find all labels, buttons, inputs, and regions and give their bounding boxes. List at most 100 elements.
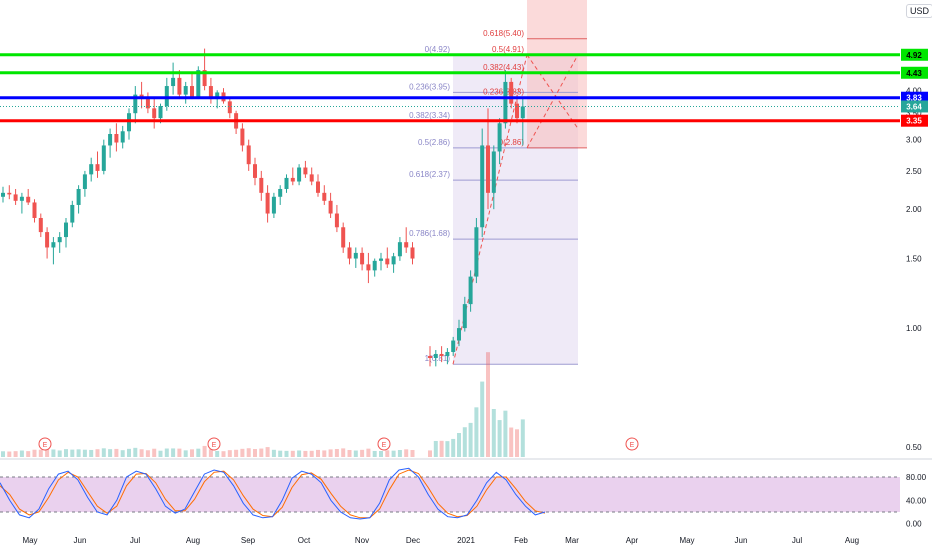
candle-body [38,217,43,233]
candle-body [227,101,232,114]
candle-body [322,192,327,201]
volume-bar [322,450,327,457]
candle-body [133,94,138,114]
volume-bar [334,449,339,457]
volume-bar [45,448,50,457]
currency-label[interactable]: USD [906,4,932,18]
volume-bar [190,449,194,457]
stochastic-band [0,477,900,512]
volume-bar [474,407,479,457]
candle-body [497,123,502,152]
candle-body [253,164,257,178]
volume-bar [445,441,450,457]
volume-bar [468,422,473,457]
x-tick-label: Mar [565,536,579,545]
candle-body [101,145,106,171]
candle-body [278,188,283,197]
candle-body [32,202,37,218]
candle-body [428,355,432,359]
volume-bar [158,450,163,457]
volume-bar [208,449,213,457]
candle-body [1,192,5,197]
earnings-marker-label: E [43,442,48,449]
volume-bar [309,450,314,457]
fib-level-label: 0.618(2.37) [409,170,450,179]
fib-level-label: 0.382(3.34) [409,111,450,120]
x-tick-label: 2021 [457,536,475,545]
volume-bar [89,449,94,457]
candle-body [520,106,525,119]
candle-body [303,167,308,175]
candle-body [391,256,396,265]
candle-body [503,81,508,124]
candle-body [57,237,62,243]
volume-bar [101,448,106,457]
volume-bar [491,409,496,457]
y-tick-label: 2.50 [906,167,922,176]
candle-body [208,86,213,100]
x-tick-label: Aug [845,536,859,545]
volume-bar [397,450,402,457]
volume-bar [82,449,87,457]
fib-level-label: 0.236(3.95) [409,82,450,91]
candle-body [445,351,450,356]
y-tick-label: 1.00 [906,324,922,333]
x-tick-label: May [22,536,37,545]
candle-body [284,177,289,189]
volume-bar [76,449,81,457]
earnings-marker-label: E [630,442,635,449]
volume-bar [171,448,176,457]
earnings-marker [377,437,391,451]
fib-extension-label: 0.5(4.91) [492,45,524,54]
volume-bar [347,450,352,457]
candle-body [397,242,402,257]
candle-body [215,92,220,100]
level-price-label: 3.83 [906,94,922,103]
x-tick-label: Feb [514,536,528,545]
volume-bar [366,448,371,457]
fib-level-label: 1(0.81) [425,354,451,363]
volume-bar [57,450,62,457]
x-tick-label: Jul [792,536,802,545]
volume-bar [32,449,37,457]
y-tick-label: 3.00 [906,136,922,145]
level-price-label: 4.43 [906,69,922,78]
candle-body [164,86,169,106]
candle-body [171,77,176,87]
candle-body [480,145,485,228]
volume-bar [120,450,125,457]
candle-body [152,108,157,119]
volume-bar [139,449,144,457]
candle-body [70,204,75,223]
candle-body [404,242,409,248]
candle-body [474,227,479,277]
volume-bar [497,420,502,457]
volume-bar [64,449,68,457]
candle-body [76,188,81,205]
stochastic-tick-label: 40.00 [906,496,927,505]
volume-bar [385,450,390,457]
candle-body [196,70,201,97]
volume-bar [177,448,182,457]
volume-bar [164,448,169,457]
volume-bar [278,450,283,457]
volume-bar [227,450,232,457]
candle-body [177,77,182,95]
candle-body [51,242,56,248]
volume-bar [303,450,308,457]
candle-body [366,264,371,271]
y-tick-label: 0.50 [906,443,922,452]
x-tick-label: Dec [406,536,420,545]
volume-bar [379,451,383,457]
level-price-label: 4.92 [906,51,922,60]
candle-body [240,128,245,146]
candle-body [190,86,194,97]
level-price-tag [901,66,928,79]
volume-bar [290,450,295,457]
candle-body [468,276,473,305]
volume-bar [196,448,201,457]
volume-bar [95,449,100,457]
stochastic-k-line [0,467,546,520]
candle-body [7,192,12,195]
